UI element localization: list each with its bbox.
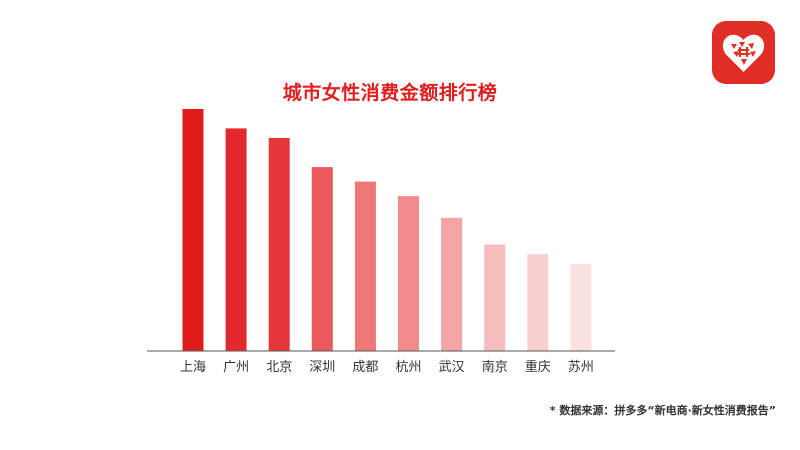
x-tick-label-8: 重庆: [525, 359, 551, 375]
bar-9: [570, 263, 592, 351]
pinduoduo-logo-icon: [712, 21, 775, 84]
x-tick-label-2: 北京: [266, 360, 292, 375]
bar-4: [354, 181, 376, 351]
data-source-footnote: * 数据来源：拼多多“新电商·新女性消费报告”: [549, 404, 776, 417]
chart-title: 城市女性消费金额排行榜: [282, 82, 498, 104]
bars-group: [182, 109, 592, 351]
bar-8: [527, 254, 549, 351]
logo-heart-icon: [722, 34, 765, 72]
bar-7: [484, 244, 506, 351]
bar-3: [311, 167, 333, 351]
x-tick-label-3: 深圳: [309, 360, 335, 375]
x-tick-label-1: 广州: [223, 360, 249, 375]
x-tick-label-6: 武汉: [439, 360, 465, 375]
x-tick-label-0: 上海: [180, 360, 206, 375]
bar-2: [268, 138, 290, 351]
x-tick-label-4: 成都: [352, 360, 378, 375]
bar-5: [398, 196, 419, 351]
x-tick-label-5: 杭州: [395, 360, 421, 375]
x-tick-labels: 上海 广州 北京 深圳 成都 杭州 武汉 南京 重庆 苏州: [180, 359, 594, 375]
x-tick-label-9: 苏州: [568, 359, 594, 375]
bar-6: [441, 217, 463, 351]
bar-1: [225, 128, 247, 351]
bar-0: [182, 109, 204, 351]
x-tick-label-7: 南京: [482, 359, 508, 375]
